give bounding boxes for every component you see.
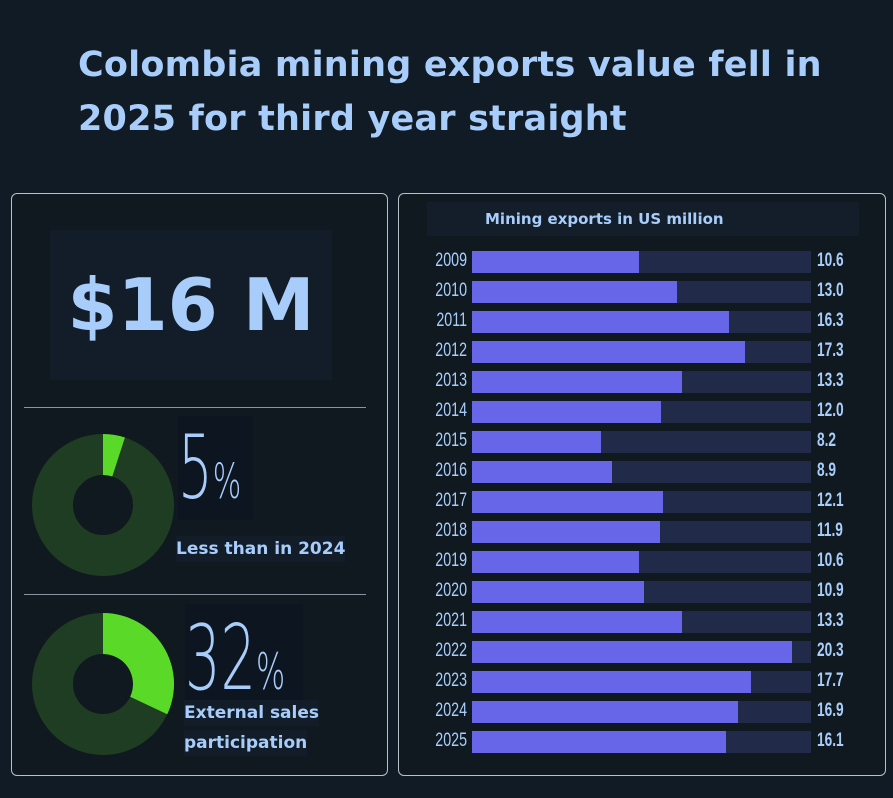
donut-chart-external-sales <box>32 613 174 755</box>
bar-track <box>472 251 811 273</box>
bar-2016 <box>472 461 613 483</box>
bar-track <box>472 371 811 393</box>
donut-chart-less-than-2024 <box>32 434 174 576</box>
bar-track <box>472 401 811 423</box>
bar-2014 <box>472 401 662 423</box>
bar-track <box>472 581 811 603</box>
bar-track <box>472 671 811 693</box>
value-label: 13.0 <box>817 280 844 301</box>
bar-chart-panel: Mining exports in US million 2009 10.6 201… <box>398 193 886 776</box>
stat1-percent: 5% <box>178 416 253 520</box>
value-label: 13.3 <box>817 610 844 631</box>
value-label: 8.9 <box>817 460 837 481</box>
bar-2013 <box>472 371 682 393</box>
value-label: 8.2 <box>817 430 837 451</box>
bar-track <box>472 431 811 453</box>
year-label: 2024 <box>435 700 467 721</box>
donut1-slice <box>103 434 125 477</box>
year-label: 2025 <box>435 730 467 751</box>
stat2-label-line1: External sales <box>184 700 320 726</box>
bar-2009 <box>472 251 640 273</box>
year-label: 2020 <box>435 580 467 601</box>
bar-2015 <box>472 431 602 453</box>
year-label: 2022 <box>435 640 467 661</box>
year-label: 2016 <box>435 460 467 481</box>
divider <box>24 407 366 408</box>
bar-track <box>472 701 811 723</box>
bar-2021 <box>472 611 682 633</box>
bar-track <box>472 731 811 753</box>
year-label: 2010 <box>435 280 467 301</box>
year-label: 2017 <box>435 490 467 511</box>
value-label: 17.7 <box>817 670 844 691</box>
bar-2024 <box>472 701 739 723</box>
bar-track <box>472 341 811 363</box>
value-label: 16.1 <box>817 730 844 751</box>
bar-track <box>472 461 811 483</box>
year-label: 2018 <box>435 520 467 541</box>
stat1-label: Less than in 2024 <box>176 536 346 562</box>
year-label: 2013 <box>435 370 467 391</box>
year-label: 2019 <box>435 550 467 571</box>
kpi-panel: $16 M 5% Less than in 2024 32% External … <box>11 193 388 776</box>
value-label: 10.9 <box>817 580 844 601</box>
bar-track <box>472 611 811 633</box>
stat2-unit: % <box>256 643 286 701</box>
stat2-label-line2: participation <box>184 730 308 756</box>
divider <box>24 594 366 595</box>
bar-2019 <box>472 551 640 573</box>
year-label: 2023 <box>435 670 467 691</box>
bar-track <box>472 551 811 573</box>
bar-2020 <box>472 581 644 603</box>
donut2-slice <box>103 613 174 715</box>
value-label: 16.9 <box>817 700 844 721</box>
year-label: 2014 <box>435 400 467 421</box>
bar-2022 <box>472 641 793 663</box>
year-label: 2021 <box>435 610 467 631</box>
value-label: 12.0 <box>817 400 844 421</box>
year-label: 2011 <box>436 310 467 331</box>
bar-2017 <box>472 491 663 513</box>
value-label: 10.6 <box>817 550 844 571</box>
bar-2023 <box>472 671 752 693</box>
value-label: 17.3 <box>817 340 844 361</box>
bar-2018 <box>472 521 660 543</box>
bar-track <box>472 491 811 513</box>
kpi-value: $16 M <box>50 230 332 380</box>
stat2-percent: 32% <box>185 604 303 714</box>
year-label: 2012 <box>435 340 467 361</box>
year-label: 2015 <box>435 430 467 451</box>
bar-track <box>472 311 811 333</box>
value-label: 11.9 <box>817 520 843 541</box>
value-label: 12.1 <box>817 490 844 511</box>
bar-track <box>472 281 811 303</box>
chart-title: Mining exports in US million <box>427 202 859 236</box>
bar-2011 <box>472 311 729 333</box>
page-title: Colombia mining exports value fell in 20… <box>78 45 822 139</box>
stat2-value: 32 <box>185 606 257 711</box>
value-label: 20.3 <box>817 640 844 661</box>
bar-track <box>472 641 811 663</box>
value-label: 13.3 <box>817 370 844 391</box>
stat1-value: 5 <box>178 416 213 519</box>
bar-2025 <box>472 731 726 753</box>
year-label: 2009 <box>435 250 467 271</box>
bar-2012 <box>472 341 745 363</box>
stat1-unit: % <box>212 454 242 510</box>
bar-track <box>472 521 811 543</box>
value-label: 10.6 <box>817 250 844 271</box>
bar-2010 <box>472 281 677 303</box>
value-label: 16.3 <box>817 310 844 331</box>
